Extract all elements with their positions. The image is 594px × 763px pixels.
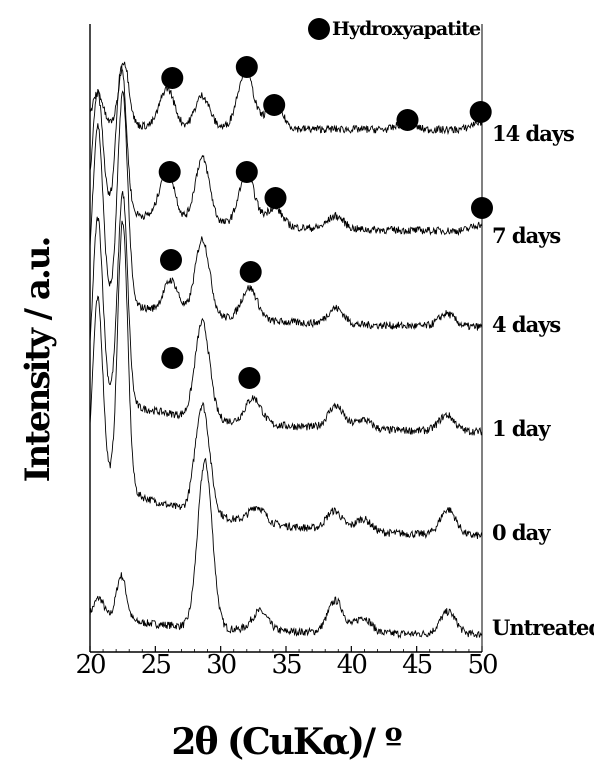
hydroxyapatite-marker-icon [308, 18, 330, 40]
hydroxyapatite-marker [471, 197, 493, 219]
x-tick-label: 45 [402, 650, 433, 680]
xrd-patterns [89, 61, 483, 639]
series-label-0-day: 0 day [492, 520, 550, 545]
y-axis-label: Intensity / a.u. [18, 237, 58, 483]
hydroxyapatite-marker [264, 187, 287, 209]
series-line-7-days [89, 65, 483, 236]
hydroxyapatite-marker [239, 261, 262, 283]
series-line-14-days [89, 61, 483, 136]
hydroxyapatite-marker [238, 367, 261, 389]
hydroxyapatite-marker [469, 101, 492, 123]
series-label-14-days: 14 days [492, 121, 575, 146]
plot-frame [89, 24, 483, 653]
hydroxyapatite-marker [235, 56, 258, 78]
series-label-1-day: 1 day [492, 416, 550, 441]
series-label-4-days: 4 days [492, 312, 561, 337]
series-label-untreated: Untreated [492, 615, 594, 640]
x-tick-marks [89, 646, 483, 652]
series-line-4-days [89, 90, 483, 331]
x-tick-label: 20 [75, 650, 106, 680]
hydroxyapatite-marker [263, 94, 286, 116]
x-tick-label: 40 [336, 650, 368, 680]
x-tick-label: 50 [467, 650, 498, 680]
hydroxyapatite-marker [160, 249, 182, 271]
hydroxyapatite-marker [158, 161, 181, 183]
x-axis-label: 2θ (CuKα)/ º [171, 721, 402, 763]
legend: Hydroxyapatite [308, 18, 481, 40]
hydroxyapatite-marker [235, 161, 258, 183]
x-tick-label: 35 [271, 650, 302, 680]
series-label-7-days: 7 days [492, 223, 561, 248]
series-line-0-day [89, 220, 483, 539]
hydroxyapatite-marker [396, 109, 419, 131]
hydroxyapatite-marker [161, 347, 184, 369]
x-tick-label: 30 [206, 650, 237, 680]
x-tick-label: 25 [140, 650, 172, 680]
hydroxyapatite-markers [158, 56, 493, 389]
legend-label: Hydroxyapatite [332, 18, 481, 40]
hydroxyapatite-marker [161, 67, 184, 89]
series-line-untreated [89, 457, 483, 639]
series-line-1-day [89, 191, 483, 436]
